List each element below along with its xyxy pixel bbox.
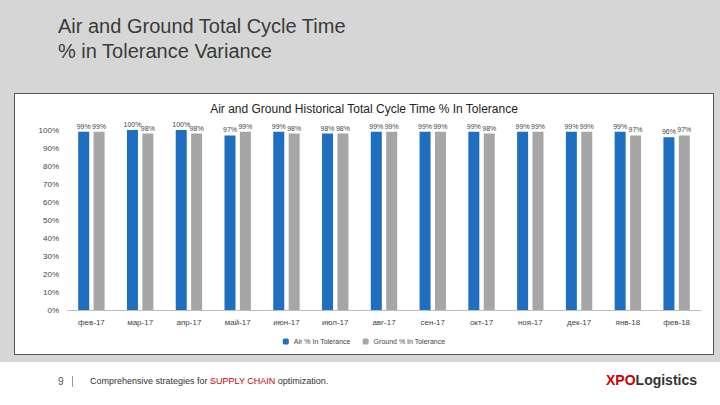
svg-text:Air % In Tolerance: Air % In Tolerance [294,338,351,345]
svg-text:20%: 20% [43,270,59,279]
svg-text:99%: 99% [385,123,399,130]
svg-text:фев-18: фев-18 [663,318,690,327]
svg-text:100%: 100% [124,121,142,128]
svg-text:99%: 99% [238,123,252,130]
svg-text:99%: 99% [531,123,545,130]
svg-text:авг-17: авг-17 [372,318,396,327]
svg-text:90%: 90% [43,144,59,153]
svg-text:ноя-17: ноя-17 [518,318,543,327]
svg-text:50%: 50% [43,216,59,225]
html-text:% in Tolerance Variance: % in Tolerance Variance [58,40,272,62]
svg-text:99%: 99% [92,123,106,130]
svg-text:июл-17: июл-17 [322,318,349,327]
svg-text:99%: 99% [467,123,481,130]
svg-text:99%: 99% [516,123,530,130]
svg-text:60%: 60% [43,198,59,207]
svg-text:Ground % In Tolerance: Ground % In Tolerance [374,338,446,345]
svg-text:0%: 0% [47,306,59,315]
svg-text:100%: 100% [172,121,190,128]
svg-text:40%: 40% [43,234,59,243]
svg-text:Air and Ground Historical Tota: Air and Ground Historical Total Cycle Ti… [210,102,518,116]
svg-text:99%: 99% [580,123,594,130]
svg-text:10%: 10% [43,288,59,297]
svg-text:июн-17: июн-17 [273,318,300,327]
svg-text:май-17: май-17 [225,318,252,327]
svg-text:дек-17: дек-17 [567,318,592,327]
svg-text:окт-17: окт-17 [470,318,494,327]
svg-text:сен-17: сен-17 [421,318,446,327]
svg-text:97%: 97% [677,126,691,133]
html-text:Air and Ground Total Cycle Tim: Air and Ground Total Cycle Time [58,15,346,37]
html-text:Comprehensive strategies for S: Comprehensive strategies for SUPPLY CHAI… [90,376,329,386]
svg-text:97%: 97% [223,126,237,133]
svg-text:100%: 100% [39,126,59,135]
html-text:XPO Logistics: XPO Logistics [606,372,697,388]
svg-text:99%: 99% [613,123,627,130]
svg-text:80%: 80% [43,162,59,171]
svg-text:98%: 98% [190,125,204,132]
svg-text:98%: 98% [482,125,496,132]
svg-text:апр-17: апр-17 [177,318,202,327]
svg-text:99%: 99% [433,123,447,130]
svg-text:99%: 99% [564,123,578,130]
svg-text:янв-18: янв-18 [616,318,641,327]
html-text:9: 9 [58,376,64,387]
svg-text:96%: 96% [662,128,676,135]
svg-text:98%: 98% [287,125,301,132]
svg-text:мар-17: мар-17 [127,318,154,327]
svg-text:70%: 70% [43,180,59,189]
svg-text:99%: 99% [77,123,91,130]
svg-text:99%: 99% [369,123,383,130]
svg-text:97%: 97% [629,126,643,133]
svg-text:99%: 99% [272,123,286,130]
svg-text:98%: 98% [321,125,335,132]
svg-text:фев-17: фев-17 [78,318,105,327]
svg-text:30%: 30% [43,252,59,261]
svg-text:99%: 99% [418,123,432,130]
svg-text:98%: 98% [336,125,350,132]
svg-text:98%: 98% [141,125,155,132]
